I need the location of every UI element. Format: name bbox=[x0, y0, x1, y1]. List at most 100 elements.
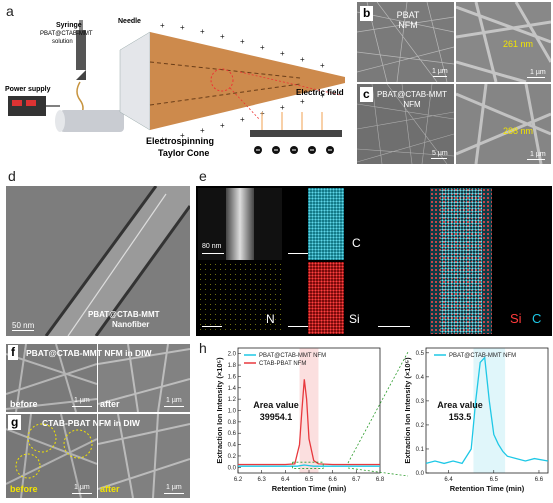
y-axis-label: Extraction Ion Intensity (×10⁵) bbox=[215, 357, 224, 464]
svg-text:+: + bbox=[320, 91, 325, 100]
merged-map bbox=[370, 188, 550, 334]
mmt-label-line2: NFM bbox=[403, 100, 421, 109]
g-title: CTAB-PBAT NFM in DIW bbox=[42, 418, 140, 428]
legend-label-0: PBAT@CTAB-MMT NFM bbox=[449, 353, 516, 359]
merge-label-si: Si bbox=[510, 311, 522, 326]
scale-label-c2: 1 µm bbox=[530, 151, 546, 158]
cone-label-line2: Taylor Cone bbox=[158, 148, 210, 158]
scale-bar-c2 bbox=[527, 159, 545, 160]
series-line-0 bbox=[425, 356, 549, 465]
fiber-diameter-b: 261 nm bbox=[503, 39, 534, 49]
scale-label-e: 80 nm bbox=[202, 243, 222, 250]
g-scale-bar bbox=[72, 493, 92, 494]
x-tick-label: 6.6 bbox=[535, 477, 544, 483]
scale-bar-e3 bbox=[202, 326, 222, 327]
g-scale-label: 1 µm bbox=[74, 484, 90, 491]
y-axis-label: Extraction Ion Intensity (×10⁵) bbox=[403, 357, 412, 464]
needle-label: Needle bbox=[118, 18, 141, 25]
panel-a: a +++++++++ +++++++++ Syr bbox=[0, 0, 355, 165]
series-line-1 bbox=[238, 379, 380, 466]
svg-text:+: + bbox=[160, 21, 165, 30]
g-scale-label2: 1 µm bbox=[166, 484, 182, 491]
scale-bar-e4 bbox=[288, 326, 308, 327]
g-after-label: after bbox=[100, 484, 120, 494]
panel-label-c: c bbox=[360, 87, 373, 102]
area-label: Area value bbox=[437, 400, 483, 410]
sem-f-after bbox=[98, 344, 190, 412]
panel-label-a: a bbox=[6, 3, 14, 19]
x-tick-label: 6.5 bbox=[305, 477, 314, 483]
f-scale-label: 1 µm bbox=[74, 397, 90, 404]
scale-label-d: 50 nm bbox=[12, 321, 35, 330]
solution-label-line2: solution bbox=[52, 39, 73, 45]
y-tick-label: 0.6 bbox=[228, 431, 237, 437]
eds-mapping-panel bbox=[196, 186, 552, 336]
plot-frame bbox=[425, 347, 549, 474]
area-value: 39954.1 bbox=[260, 412, 293, 422]
highlight-band bbox=[473, 348, 506, 473]
x-tick-label: 6.4 bbox=[444, 477, 453, 483]
f-title: PBAT@CTAB-MMT NFM in DIW bbox=[26, 348, 152, 358]
pbat-label-line2: NFM bbox=[398, 20, 418, 30]
y-tick-label: 0.1 bbox=[416, 447, 425, 453]
power-supply-label: Power supply bbox=[5, 86, 51, 93]
f-before-label: before bbox=[10, 399, 38, 409]
svg-text:+: + bbox=[320, 61, 325, 70]
carbon-map bbox=[284, 188, 368, 260]
fiber-diameter-c: 288 nm bbox=[503, 126, 534, 136]
svg-text:+: + bbox=[220, 32, 225, 41]
scale-label-b: 1 µm bbox=[432, 68, 448, 75]
f-scale-bar2 bbox=[164, 406, 184, 407]
merge-label-c: C bbox=[532, 311, 542, 326]
f-scale-label2: 1 µm bbox=[166, 397, 182, 404]
syringe-label: Syringe bbox=[56, 22, 82, 29]
sem-image-mmt-high bbox=[456, 84, 551, 164]
g-before-label: before bbox=[10, 484, 38, 494]
x-tick-label: 6.3 bbox=[257, 477, 266, 483]
y-tick-label: 1.2 bbox=[228, 397, 237, 403]
sem-image-mmt-low bbox=[357, 84, 454, 164]
y-tick-label: 0.3 bbox=[416, 399, 425, 405]
scale-bar-b2 bbox=[527, 77, 545, 78]
x-tick-label: 6.4 bbox=[281, 477, 290, 483]
y-tick-label: 0.0 bbox=[228, 465, 237, 471]
mmt-label-line1: PBAT@CTAB-MMT bbox=[376, 90, 448, 99]
y-tick-label: 0.4 bbox=[416, 375, 425, 381]
map-label-n: N bbox=[266, 312, 275, 326]
area-label: Area value bbox=[253, 400, 299, 410]
y-tick-label: 1.6 bbox=[228, 374, 237, 380]
panel-label-g: g bbox=[8, 415, 22, 430]
svg-text:+: + bbox=[160, 135, 165, 144]
x-tick-label: 6.8 bbox=[376, 477, 385, 483]
y-tick-label: 1.8 bbox=[228, 363, 237, 369]
solution-label-line1: PBAT@CTAB-MMT bbox=[40, 31, 93, 37]
chart-main: 6.2 6.3 6.4 6.5 6.6 6.7 6.8 0.0 0.2 0.4 0.6 0.8 1.0 1… bbox=[215, 347, 385, 493]
scale-bar-d bbox=[12, 330, 34, 331]
tem-caption-line2: Nanofiber bbox=[112, 320, 150, 329]
taylor-cone bbox=[150, 32, 345, 130]
svg-text:+: + bbox=[200, 27, 205, 36]
electrospinning-schematic: +++++++++ +++++++++ bbox=[8, 20, 345, 154]
x-axis-label: Retention Time (min) bbox=[272, 484, 347, 493]
y-tick-label: 0.8 bbox=[228, 420, 237, 426]
panel-label-e: e bbox=[199, 168, 207, 184]
x-tick-label: 6.5 bbox=[490, 477, 499, 483]
scale-bar-c bbox=[431, 158, 447, 159]
sem-f-before bbox=[6, 344, 97, 412]
nitrogen-map bbox=[198, 262, 282, 334]
svg-text:+: + bbox=[240, 37, 245, 46]
y-tick-label: 1.0 bbox=[228, 409, 237, 415]
collector-drum bbox=[60, 110, 124, 132]
x-axis-label: Retention Time (min) bbox=[450, 484, 525, 493]
legend-label-1: CTAB-PBAT NFM bbox=[259, 361, 306, 367]
series-line-0 bbox=[238, 464, 380, 467]
svg-text:+: + bbox=[300, 55, 305, 64]
g-scale-bar2 bbox=[164, 493, 184, 494]
x-tick-label: 6.7 bbox=[352, 477, 361, 483]
svg-text:+: + bbox=[180, 23, 185, 32]
panel-label-h: h bbox=[199, 340, 207, 356]
legend-label-0: PBAT@CTAB-MMT NFM bbox=[259, 353, 326, 359]
y-tick-label: 0.2 bbox=[228, 454, 237, 460]
tem-image-nanofiber bbox=[6, 186, 190, 336]
silicon-map bbox=[284, 262, 368, 334]
